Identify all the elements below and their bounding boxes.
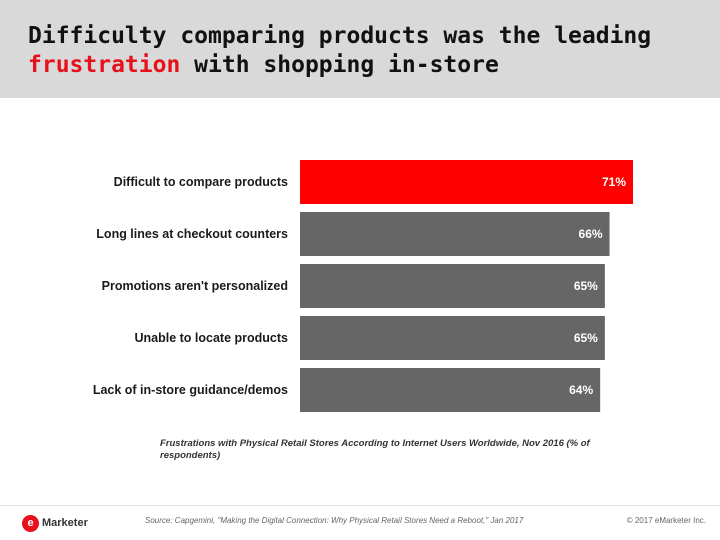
logo-text: Marketer (42, 517, 88, 529)
bar-2 (300, 212, 610, 256)
footer-divider (0, 505, 720, 506)
bar-3 (300, 264, 605, 308)
category-label-1: Difficult to compare products (114, 175, 288, 189)
copyright-note: © 2017 eMarketer Inc. (626, 516, 706, 525)
chart-caption: Frustrations with Physical Retail Stores… (160, 438, 590, 461)
category-label-3: Promotions aren't personalized (102, 279, 288, 293)
page-title: Difficulty comparing products was the le… (28, 22, 688, 80)
value-label-5: 64% (569, 383, 593, 397)
category-label-4: Unable to locate products (135, 331, 289, 345)
value-label-1: 71% (602, 175, 626, 189)
emarketer-logo: e Marketer (22, 514, 88, 532)
bar-1 (300, 160, 633, 204)
logo-mark-icon: e (22, 514, 39, 532)
value-label-2: 66% (579, 227, 603, 241)
value-label-3: 65% (574, 279, 598, 293)
category-label-5: Lack of in-store guidance/demos (93, 383, 288, 397)
value-label-4: 65% (574, 331, 598, 345)
bar-5 (300, 368, 601, 412)
title-highlight: frustration (28, 52, 181, 78)
source-note: Source: Capgemini, "Making the Digital C… (145, 516, 524, 525)
bar-4 (300, 316, 605, 360)
title-text-start: Difficulty comparing products was the le… (28, 23, 652, 49)
bar-chart: Difficult to compare products 71% Long lin… (93, 160, 633, 412)
header-band: Difficulty comparing products was the le… (0, 0, 720, 98)
title-text-end: with shopping in-store (180, 52, 499, 78)
category-label-2: Long lines at checkout counters (96, 227, 288, 241)
